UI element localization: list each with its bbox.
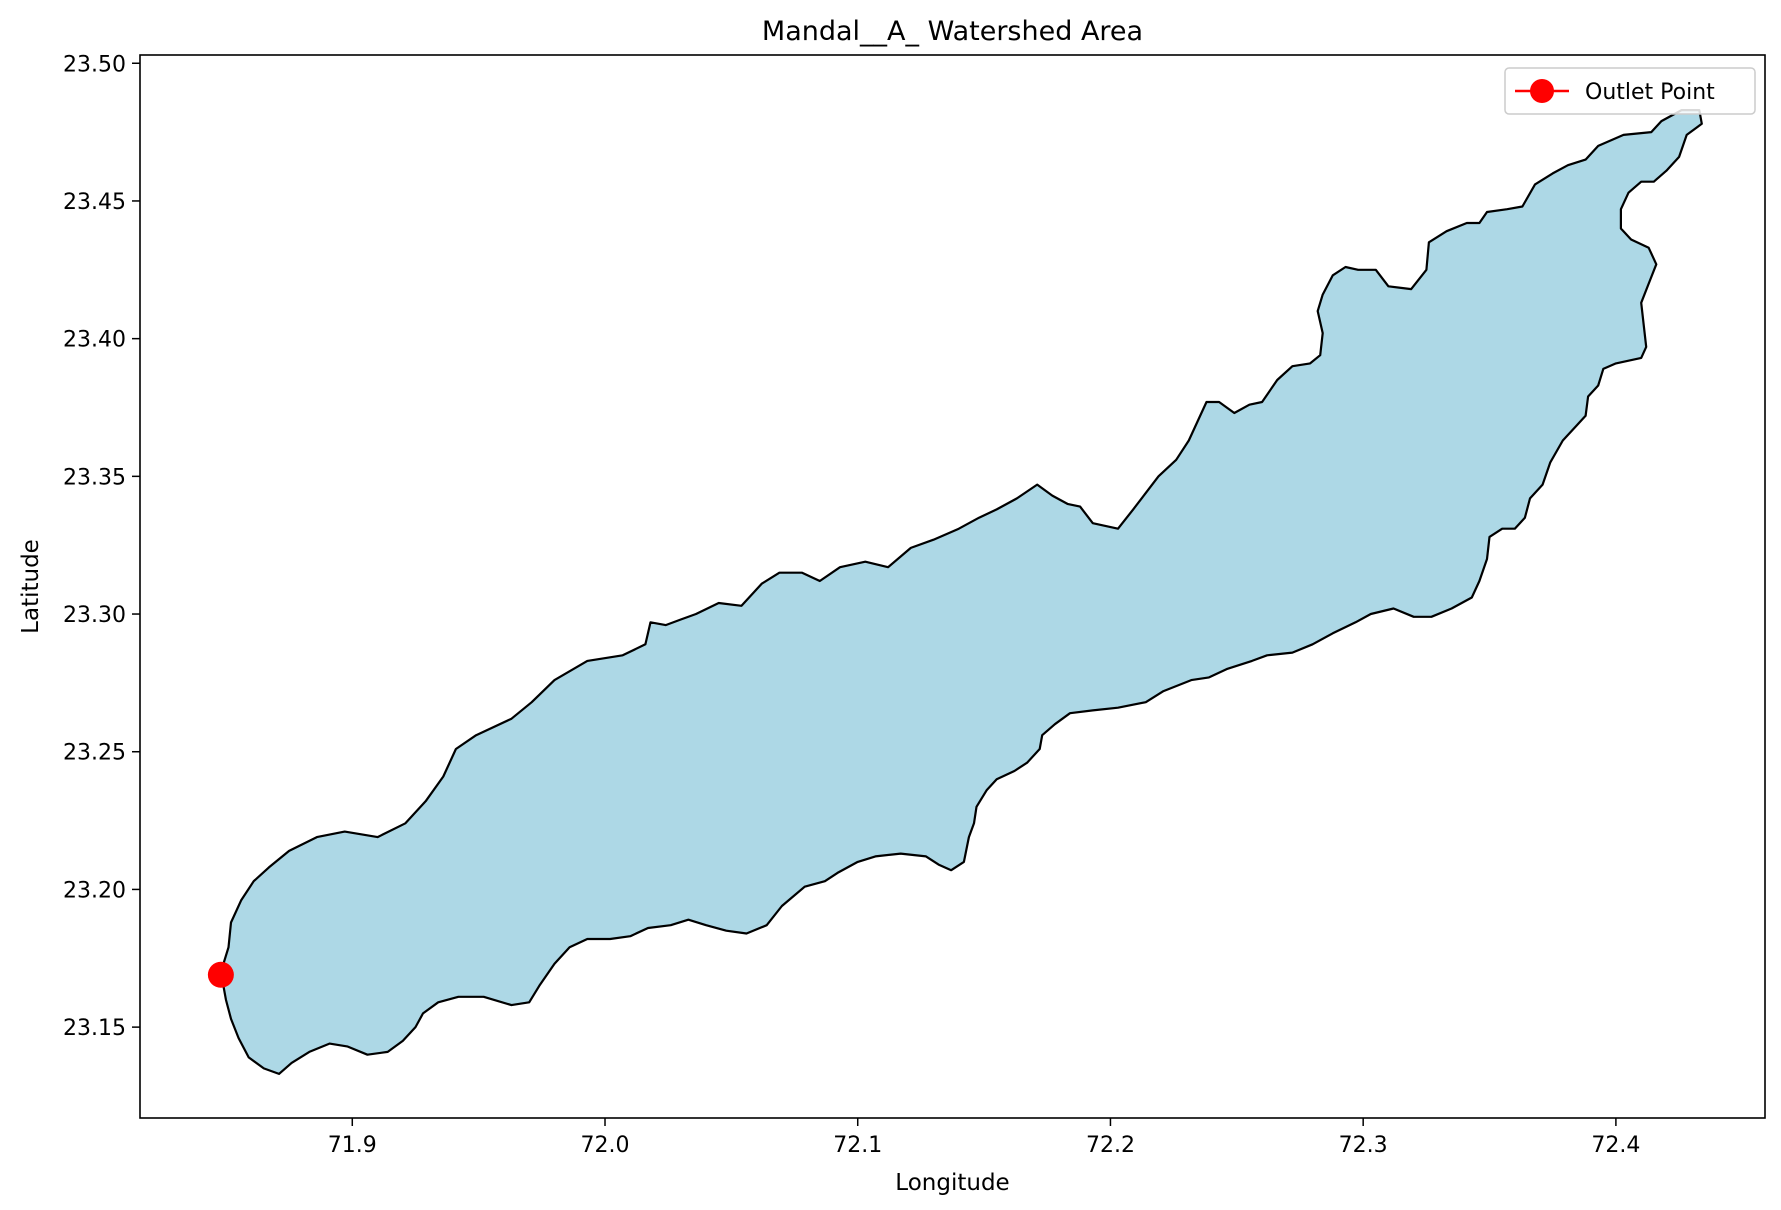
y-tick-label: 23.45 bbox=[63, 190, 126, 215]
x-axis-label: Longitude bbox=[895, 1170, 1009, 1196]
x-tick-label: 72.2 bbox=[1086, 1133, 1135, 1158]
legend: Outlet Point bbox=[1504, 67, 1756, 115]
x-tick-label: 72.3 bbox=[1339, 1133, 1388, 1158]
watershed-polygon bbox=[219, 108, 1703, 1076]
x-tick-label: 71.9 bbox=[328, 1133, 377, 1158]
axes-frame bbox=[139, 54, 1766, 1119]
y-tick-label: 23.20 bbox=[63, 878, 126, 903]
y-tick-label: 23.25 bbox=[63, 741, 126, 766]
x-tick-label: 72.0 bbox=[581, 1133, 630, 1158]
chart-title: Mandal__A_ Watershed Area bbox=[762, 16, 1143, 47]
y-tick-label: 23.15 bbox=[63, 1016, 126, 1041]
y-tick-label: 23.35 bbox=[63, 465, 126, 490]
outlet-point-marker bbox=[207, 961, 234, 988]
x-axis-ticks: 71.9 72.0 72.1 72.2 72.3 72.4 bbox=[328, 1118, 1640, 1158]
y-tick-label: 23.50 bbox=[63, 52, 126, 77]
legend-marker-icon bbox=[1530, 79, 1554, 103]
y-tick-label: 23.40 bbox=[63, 328, 126, 353]
x-tick-label: 72.4 bbox=[1591, 1133, 1640, 1158]
y-axis-ticks: 23.15 23.20 23.25 23.30 23.35 23.40 23.45 23.50 bbox=[63, 52, 140, 1041]
legend-label-outlet-point: Outlet Point bbox=[1585, 80, 1715, 105]
x-tick-label: 72.1 bbox=[833, 1133, 882, 1158]
plot-layer bbox=[139, 54, 1766, 1119]
y-tick-label: 23.30 bbox=[63, 603, 126, 628]
y-axis-label: Latitude bbox=[18, 539, 44, 634]
legend-box bbox=[1504, 67, 1756, 115]
